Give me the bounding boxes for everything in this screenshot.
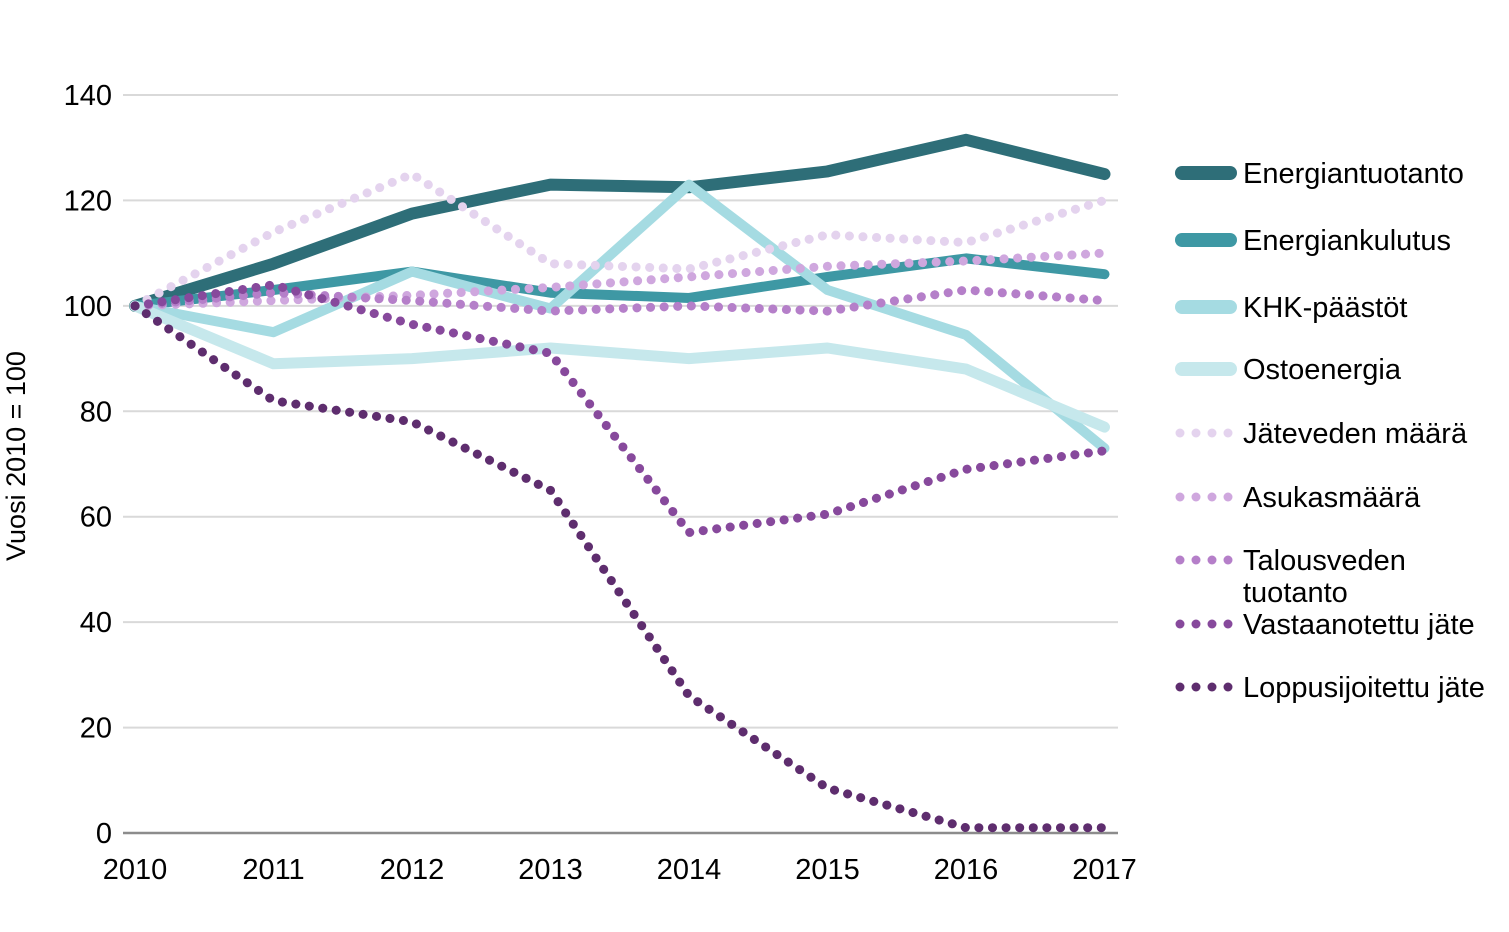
- legend-swatch: [1191, 492, 1201, 502]
- legend-swatch: [1191, 682, 1201, 692]
- y-tick-label: 40: [80, 607, 112, 639]
- y-axis-title: Vuosi 2010 = 100: [1, 351, 31, 561]
- series-line-energiantuotanto: [129, 133, 1111, 312]
- legend-swatch: [1175, 492, 1185, 502]
- legend-item-label: Energiantuotanto: [1243, 158, 1464, 190]
- series-line-jateveden-maara: [130, 169, 1109, 311]
- legend-swatch: [1175, 555, 1185, 565]
- legend-swatch: [1175, 362, 1237, 376]
- legend-swatch: [1207, 682, 1217, 692]
- series-line-ostoenergia: [129, 300, 1110, 433]
- legend-item-label: Ostoenergia: [1243, 354, 1402, 386]
- y-tick-label: 80: [80, 396, 112, 428]
- x-tick-label: 2016: [934, 854, 999, 886]
- y-tick-label: 0: [96, 818, 112, 850]
- legend-swatch: [1175, 166, 1237, 180]
- x-tick-label: 2012: [380, 854, 445, 886]
- y-axis-tick-labels: 0 20 40 60 80 100 120 140: [64, 80, 112, 850]
- legend-swatch: [1207, 555, 1217, 565]
- legend-item-asukasmaara: Asukasmäärä: [1175, 482, 1421, 514]
- x-tick-label: 2013: [518, 854, 583, 886]
- legend-swatch: [1175, 682, 1185, 692]
- legend-item-vastaanotettu-jate: Vastaanotettu jäte: [1175, 609, 1475, 641]
- legend-item-label: Loppusijoitettu jäte: [1243, 672, 1485, 704]
- y-tick-label: 120: [64, 185, 112, 217]
- x-axis-tick-labels: 2010 2011 2012 2013 2014 2015 2016 2017: [103, 854, 1137, 886]
- x-tick-label: 2017: [1072, 854, 1137, 886]
- legend-item-energiantuotanto: Energiantuotanto: [1175, 158, 1464, 190]
- series-line-loppusijoitettu-jate: [130, 301, 1109, 833]
- legend-item-label: KHK-päästöt: [1243, 292, 1407, 324]
- legend-item-energiankulutus: Energiankulutus: [1175, 225, 1451, 257]
- x-tick-label: 2015: [795, 854, 860, 886]
- legend-swatch: [1223, 555, 1233, 565]
- legend: Energiantuotanto Energiankulutus KHK-pääst…: [1175, 158, 1485, 704]
- x-tick-label: 2010: [103, 854, 168, 886]
- x-tick-label: 2014: [657, 854, 722, 886]
- x-tick-label: 2011: [242, 854, 304, 886]
- y-tick-label: 100: [64, 291, 112, 323]
- legend-swatch: [1207, 492, 1217, 502]
- legend-item-label: Vastaanotettu jäte: [1243, 609, 1475, 641]
- legend-swatch: [1175, 300, 1237, 314]
- series-line-khk-paastot: [130, 179, 1110, 454]
- legend-swatch: [1207, 619, 1217, 629]
- series-lines: [129, 133, 1111, 833]
- legend-item-label: Talousveden tuotanto: [1243, 545, 1406, 609]
- legend-item-ostoenergia: Ostoenergia: [1175, 354, 1402, 386]
- legend-swatch: [1223, 492, 1233, 502]
- legend-swatch: [1223, 619, 1233, 629]
- legend-item-khk-paastot: KHK-päästöt: [1175, 292, 1407, 324]
- legend-swatch: [1191, 428, 1201, 438]
- legend-item-talousveden-tuotanto: Talousveden tuotanto: [1175, 545, 1406, 609]
- legend-swatch: [1175, 233, 1237, 247]
- legend-swatch: [1223, 428, 1233, 438]
- legend-item-label: Asukasmäärä: [1243, 482, 1421, 514]
- legend-item-label: Jäteveden määrä: [1243, 418, 1468, 450]
- legend-swatch: [1175, 428, 1185, 438]
- legend-swatch: [1207, 428, 1217, 438]
- legend-item-label: Energiankulutus: [1243, 225, 1451, 257]
- y-tick-label: 140: [64, 80, 112, 112]
- legend-swatch: [1191, 555, 1201, 565]
- legend-swatch: [1223, 682, 1233, 692]
- series-line-vastaanotettu-jate: [130, 280, 1109, 537]
- legend-item-jateveden-maara: Jäteveden määrä: [1175, 418, 1468, 450]
- legend-swatch: [1175, 619, 1185, 629]
- gridlines: [123, 94, 1118, 835]
- legend-item-loppusijoitettu-jate: Loppusijoitettu jäte: [1175, 672, 1485, 704]
- y-tick-label: 20: [80, 713, 112, 745]
- series-line-asukasmaara: [130, 248, 1109, 311]
- legend-swatch: [1191, 619, 1201, 629]
- y-tick-label: 60: [80, 502, 112, 534]
